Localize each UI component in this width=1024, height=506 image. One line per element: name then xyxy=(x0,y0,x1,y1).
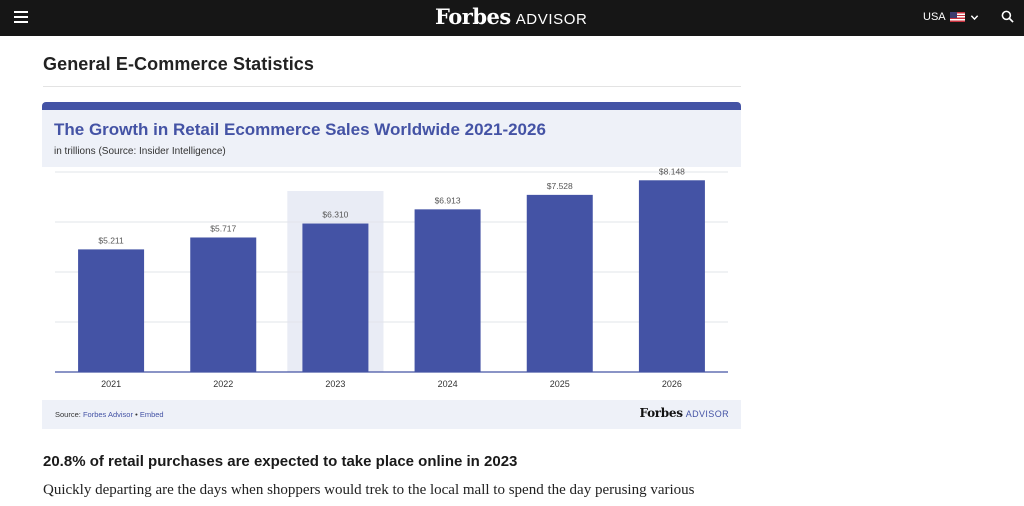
section-title: General E-Commerce Statistics xyxy=(43,54,315,74)
hamburger-menu-icon[interactable] xyxy=(14,11,28,23)
chevron-down-icon xyxy=(970,14,978,20)
logo-forbes-text: Forbes xyxy=(435,4,511,29)
source-separator: • xyxy=(135,410,138,419)
bar-value-label: $5.717 xyxy=(210,223,236,233)
footer-logo-advisor: ADVISOR xyxy=(685,409,729,419)
article-paragraph: Quickly departing are the days when shop… xyxy=(43,482,695,498)
embed-link[interactable]: Embed xyxy=(139,410,164,419)
x-tick-label: 2025 xyxy=(550,379,570,389)
bar-value-label: $5.211 xyxy=(98,235,124,245)
bar-2025 xyxy=(526,194,593,372)
source-link[interactable]: Forbes Advisor xyxy=(82,410,133,419)
bar-2024 xyxy=(414,209,481,372)
region-selector[interactable]: USA xyxy=(923,9,979,25)
x-tick-label: 2024 xyxy=(438,379,458,389)
bar-2026 xyxy=(638,180,705,372)
chart-footer: Source: Forbes Advisor • Embed Forbes AD… xyxy=(42,400,741,429)
top-navigation-bar: Forbes ADVISOR USA xyxy=(0,0,1024,36)
x-tick-label: 2023 xyxy=(325,379,345,389)
footer-forbes-advisor-logo: Forbes ADVISOR xyxy=(640,406,729,420)
bar-chart-svg: $5.211 2021 $5.717 2022 $6.310 2023 $6.913 2024… xyxy=(55,167,728,389)
footer-logo-forbes: Forbes xyxy=(639,406,683,420)
x-tick-label: 2022 xyxy=(213,379,233,389)
bar-value-label: $6.913 xyxy=(435,195,461,205)
logo-advisor-text: ADVISOR xyxy=(515,11,588,28)
stat-heading: 20.8% of retail purchases are expected t… xyxy=(43,453,518,470)
card-accent-bar xyxy=(42,102,741,110)
search-icon[interactable] xyxy=(1001,10,1014,23)
bar-value-label: $8.148 xyxy=(659,167,685,176)
bar-2023 xyxy=(302,223,369,372)
bar-2021 xyxy=(78,249,145,372)
us-flag-icon xyxy=(949,12,965,22)
chart-card: The Growth in Retail Ecommerce Sales Wor… xyxy=(42,102,741,429)
bar-value-label: $7.528 xyxy=(547,181,573,191)
chart-header: The Growth in Retail Ecommerce Sales Wor… xyxy=(42,110,741,167)
bar-chart: $5.211 2021 $5.717 2022 $6.310 2023 $6.913 2024… xyxy=(42,167,741,400)
x-tick-label: 2026 xyxy=(662,379,682,389)
chart-title: The Growth in Retail Ecommerce Sales Wor… xyxy=(54,120,546,139)
bar-2022 xyxy=(190,237,257,372)
chart-source-line: Source: Forbes Advisor • Embed xyxy=(55,410,164,419)
region-label: USA xyxy=(923,11,946,23)
bar-value-label: $6.310 xyxy=(322,210,348,220)
chart-subtitle: in trillions (Source: Insider Intelligen… xyxy=(54,146,226,157)
source-prefix: Source: xyxy=(55,410,81,419)
forbes-advisor-logo[interactable]: Forbes ADVISOR xyxy=(435,4,587,32)
x-tick-label: 2021 xyxy=(101,379,121,389)
section-divider xyxy=(43,86,741,87)
